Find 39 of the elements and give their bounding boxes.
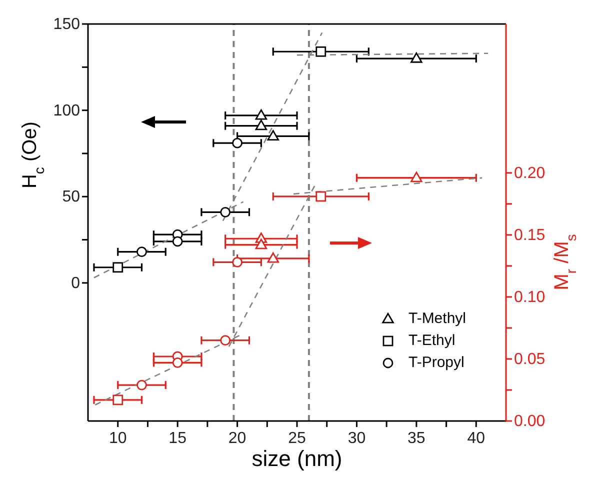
y2-tick-label: 0.15: [514, 226, 546, 244]
y-tick-label: 100: [53, 102, 80, 120]
point: [255, 109, 268, 120]
y2-tick-label: 0.20: [514, 164, 546, 182]
y2-tick-label: 0.00: [514, 413, 546, 430]
point: [112, 262, 124, 273]
legend-label: T-Methyl: [408, 309, 466, 329]
point: [232, 138, 242, 148]
point: [267, 130, 279, 140]
legend-label: T-Ethyl: [408, 331, 456, 351]
point: [410, 172, 422, 182]
x-tick-label: 15: [168, 430, 187, 447]
y-tick-label: 150: [53, 16, 80, 33]
y-tick-label: 50: [62, 188, 80, 206]
point: [220, 206, 231, 218]
x-tick-label: 35: [408, 430, 426, 447]
point: [255, 120, 268, 130]
point: [410, 52, 422, 63]
point: [232, 257, 242, 268]
point: [220, 335, 231, 346]
x-tick-label: 25: [288, 430, 306, 447]
point: [267, 252, 279, 263]
point: [136, 246, 147, 258]
point: [255, 238, 268, 250]
x-axis-title: size (nm): [252, 446, 342, 471]
point: [112, 394, 124, 406]
x-tick-label: 20: [228, 430, 246, 447]
y-tick-label: 0: [71, 274, 80, 292]
legend-label: T-Propyl: [408, 353, 464, 373]
y2-tick-label: 0.05: [514, 350, 546, 368]
x-tick-label: 40: [467, 430, 486, 447]
point: [172, 236, 183, 247]
x-tick-label: 30: [348, 430, 366, 447]
point: [316, 46, 326, 57]
point: [172, 357, 183, 368]
y2-tick-label: 0.10: [514, 288, 546, 306]
x-tick-label: 10: [108, 430, 127, 447]
point: [316, 191, 326, 202]
point: [136, 380, 147, 390]
